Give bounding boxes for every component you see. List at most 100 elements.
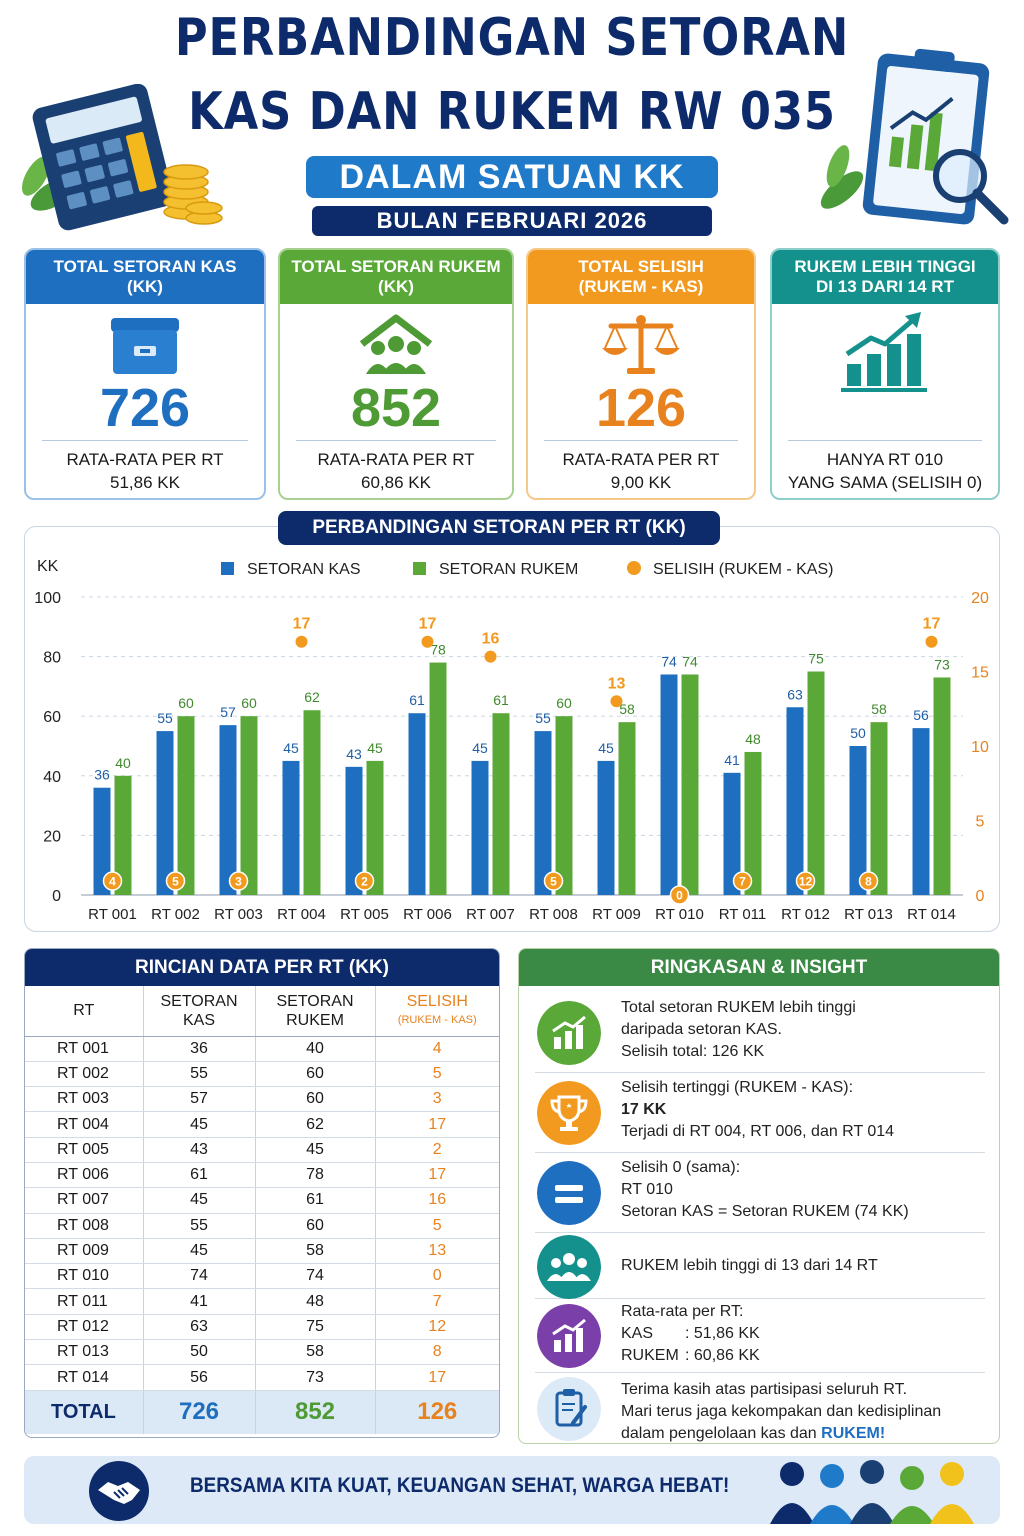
- cell-rukem: 73: [255, 1364, 376, 1391]
- y2-tick-label: 0: [976, 888, 985, 905]
- insight-panel: RINGKASAN & INSIGHT Total setoran RUKEM …: [518, 948, 1000, 1444]
- data-label-rukem: 58: [619, 701, 635, 717]
- growth-chart-icon: [537, 1001, 601, 1065]
- cell-rt: RT 005: [25, 1137, 144, 1163]
- card-title: TOTAL SETORAN RUKEM: [291, 257, 501, 276]
- data-label-kas: 43: [346, 746, 362, 762]
- data-label-rukem: 60: [178, 695, 194, 711]
- card-footer: RATA-RATA PER RT 51,86 KK: [26, 448, 264, 494]
- page-title-line-1: PERBANDINGAN SETORAN: [174, 8, 850, 68]
- data-label-selisih: 5: [172, 875, 179, 889]
- data-label-rukem: 74: [682, 653, 698, 669]
- bar-kas: [282, 760, 300, 895]
- bar-kas: [219, 725, 237, 895]
- insight-item-count: RUKEM lebih tinggi di 13 dari 14 RT: [535, 1233, 985, 1299]
- x-tick-label: RT 003: [214, 906, 263, 923]
- card-title: TOTAL SELISIH: [578, 257, 704, 276]
- cell-kas: 36: [143, 1036, 256, 1062]
- balance-scale-icon: [602, 315, 680, 374]
- data-label-selisih: 8: [865, 875, 872, 889]
- card-footer-label: RATA-RATA PER RT: [562, 450, 720, 469]
- col-header-rukem-line2: RUKEM: [286, 1011, 344, 1029]
- card-title: RUKEM LEBIH TINGGI: [794, 257, 976, 276]
- data-label-kas: 57: [220, 704, 236, 720]
- point-selisih: [421, 635, 434, 648]
- cell-rukem: 62: [255, 1111, 376, 1138]
- cell-rt: RT 013: [25, 1339, 144, 1366]
- chart-panel: KK 0 20 40 60 80 100 0 5 10 15 20 SETORAN KAS SETORAN…: [24, 526, 1000, 932]
- insight-highlight-punct: !: [879, 1425, 886, 1442]
- bar-kas: [534, 731, 552, 895]
- cell-rt: RT 014: [25, 1364, 144, 1391]
- cell-rukem: 40: [255, 1036, 376, 1062]
- insight-line: Mari terus jaga kekompakan dan kedisipli…: [621, 1403, 942, 1420]
- x-tick-label: RT 011: [719, 906, 767, 923]
- point-selisih: [795, 871, 816, 891]
- point-selisih: [610, 695, 623, 708]
- subtitle-badge: DALAM SATUAN KK: [306, 156, 718, 198]
- insight-text: Rata-rata per RT: KAS: 51,86 KK RUKEM: 6…: [621, 1301, 760, 1367]
- data-label-selisih: 17: [293, 616, 311, 633]
- col-header-kas-line2: KAS: [182, 1011, 215, 1029]
- card-footer-label: RATA-RATA PER RT: [317, 450, 475, 469]
- table-row: RT 014 56 73 17: [25, 1364, 499, 1391]
- cell-selisih: 17: [375, 1364, 499, 1391]
- cell-rukem: 45: [255, 1137, 376, 1163]
- calculator-icon: [22, 84, 223, 231]
- bar-rukem: [366, 760, 384, 895]
- cell-selisih: 17: [375, 1162, 499, 1189]
- bar-kas: [408, 713, 426, 895]
- insight-line: Rata-rata per RT:: [621, 1303, 744, 1320]
- cell-selisih: 13: [375, 1238, 499, 1265]
- cell-rt: RT 006: [25, 1162, 144, 1189]
- cell-kas: 56: [143, 1364, 256, 1391]
- legend-swatch: [627, 561, 641, 575]
- cell-rt: RT 002: [25, 1061, 144, 1088]
- y2-tick-label: 20: [971, 590, 989, 607]
- legend-swatch: [413, 562, 426, 575]
- table-row: RT 001 36 40 4: [25, 1036, 499, 1062]
- card-title-unit: (KK): [378, 277, 414, 296]
- x-tick-label: RT 005: [340, 906, 389, 923]
- data-label-kas: 61: [409, 692, 425, 708]
- card-footer-value: 51,86 KK: [110, 473, 180, 492]
- legend-swatch: [221, 562, 234, 575]
- table-row: RT 012 63 75 12: [25, 1314, 499, 1341]
- data-label-rukem: 60: [241, 695, 257, 711]
- insight-line: dalam pengelolaan kas dan: [621, 1425, 817, 1442]
- divider: [544, 440, 738, 441]
- data-label-rukem: 40: [115, 755, 131, 771]
- table-row: RT 007 45 61 16: [25, 1187, 499, 1214]
- x-tick-label: RT 004: [277, 906, 326, 923]
- table-row: RT 011 41 48 7: [25, 1288, 499, 1315]
- data-label-rukem: 45: [367, 740, 383, 756]
- col-header-kas: SETORAN KAS: [143, 986, 256, 1037]
- cell-selisih: 3: [375, 1086, 499, 1113]
- bar-kas: [345, 766, 363, 895]
- card-header: TOTAL SETORAN KAS (KK): [26, 250, 264, 304]
- x-tick-label: RT 002: [151, 906, 200, 923]
- data-label-kas: 36: [94, 767, 110, 783]
- cell-selisih: 12: [375, 1314, 499, 1341]
- legend-label: SETORAN RUKEM: [439, 561, 578, 578]
- bar-chart-icon: [537, 1304, 601, 1368]
- point-selisih: [102, 871, 123, 891]
- cell-selisih: 5: [375, 1213, 499, 1239]
- point-selisih: [925, 635, 938, 648]
- cell-selisih: 16: [375, 1187, 499, 1214]
- table-row: RT 010 74 74 0: [25, 1263, 499, 1290]
- bar-kas: [156, 731, 174, 895]
- insight-text: Terima kasih atas partisipasi seluruh RT…: [621, 1379, 942, 1443]
- cell-selisih: 7: [375, 1288, 499, 1315]
- x-tick-label: RT 012: [781, 906, 830, 923]
- x-tick-label: RT 010: [655, 906, 704, 923]
- insight-text: RUKEM lebih tinggi di 13 dari 14 RT: [621, 1255, 878, 1277]
- data-label-rukem: 61: [493, 692, 509, 708]
- data-label-kas: 55: [535, 710, 551, 726]
- card-footer: RATA-RATA PER RT 60,86 KK: [280, 448, 512, 494]
- legend-label: SELISIH (RUKEM - KAS): [653, 561, 833, 578]
- col-header-rt: RT: [25, 986, 144, 1037]
- cell-selisih: 5: [375, 1061, 499, 1088]
- data-table-panel: RINCIAN DATA PER RT (KK) RT SETORAN KAS S…: [24, 948, 500, 1438]
